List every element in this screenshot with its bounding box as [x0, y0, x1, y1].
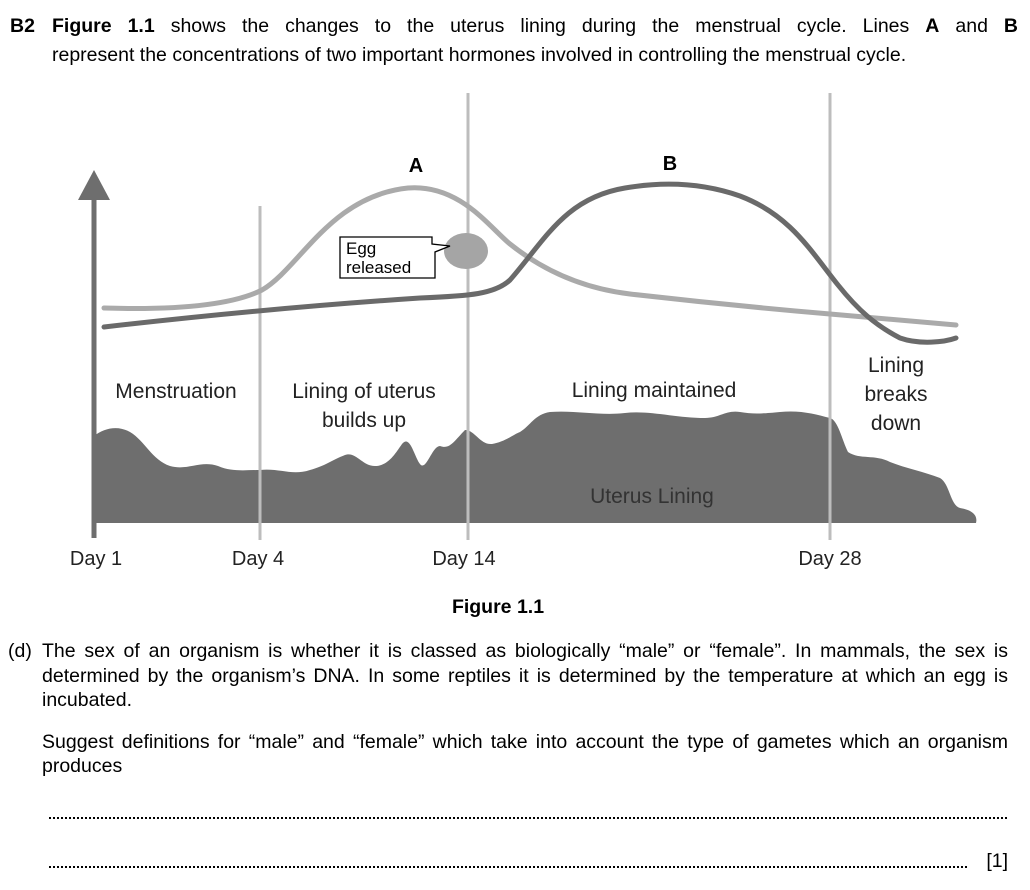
day28-label: Day 28	[798, 548, 861, 570]
builds-up-label-line1: Lining of uterus	[292, 380, 436, 403]
figure-caption: Figure 1.1	[451, 596, 545, 618]
intro-text: shows the changes to the uterus lining d…	[154, 15, 926, 37]
marks-label: [1]	[986, 850, 1008, 872]
part-d-body: The sex of an organism is whether it is …	[42, 639, 1008, 796]
part-d-context: The sex of an organism is whether it is …	[42, 640, 1008, 711]
breaks-down-label-line3: down	[871, 412, 921, 435]
y-axis-arrowhead	[78, 170, 110, 200]
day1-label: Day 1	[70, 548, 122, 570]
builds-up-label-line2: builds up	[322, 409, 406, 432]
figure-diagram: A B Egg released Menstruation Lining of …	[70, 93, 977, 570]
day4-label: Day 4	[232, 548, 284, 570]
egg-icon	[444, 233, 488, 269]
hormone-a-line	[101, 185, 959, 328]
part-d-label: (d)	[8, 640, 32, 662]
menstruation-label: Menstruation	[115, 380, 236, 403]
day14-label: Day 14	[432, 548, 495, 570]
callout-line2: released	[346, 258, 411, 277]
hormone-b-label: B	[663, 153, 677, 175]
hormone-b-ref: B	[1003, 15, 1018, 37]
uterus-lining-label: Uterus Lining	[590, 485, 714, 508]
answer-line-1[interactable]	[49, 815, 1007, 819]
intro-and: and	[939, 15, 1004, 37]
question-intro: Figure 1.1 shows the changes to the uter…	[52, 12, 1018, 70]
answer-line-2[interactable]	[49, 864, 967, 868]
hormone-a-ref: A	[925, 15, 940, 37]
callout-line1: Egg	[346, 239, 376, 258]
hormone-b-line	[101, 181, 959, 345]
callout-box	[339, 236, 451, 279]
hormone-a-label: A	[409, 155, 423, 177]
part-d-prompt: Suggest definitions for “male” and “fema…	[42, 730, 1008, 778]
menstrual-cycle-figure: A B Egg released Menstruation Lining of …	[0, 88, 1030, 598]
question-number: B2	[10, 15, 35, 37]
question-intro-line1: Figure 1.1 shows the changes to the uter…	[52, 12, 1018, 41]
breaks-down-label-line1: Lining	[868, 354, 924, 377]
figure-reference: Figure 1.1	[52, 15, 155, 37]
breaks-down-label-line2: breaks	[864, 383, 927, 406]
question-intro-line2: represent the concentrations of two impo…	[52, 44, 907, 66]
uterus-lining-shape	[94, 411, 977, 523]
maintained-label: Lining maintained	[572, 379, 737, 402]
